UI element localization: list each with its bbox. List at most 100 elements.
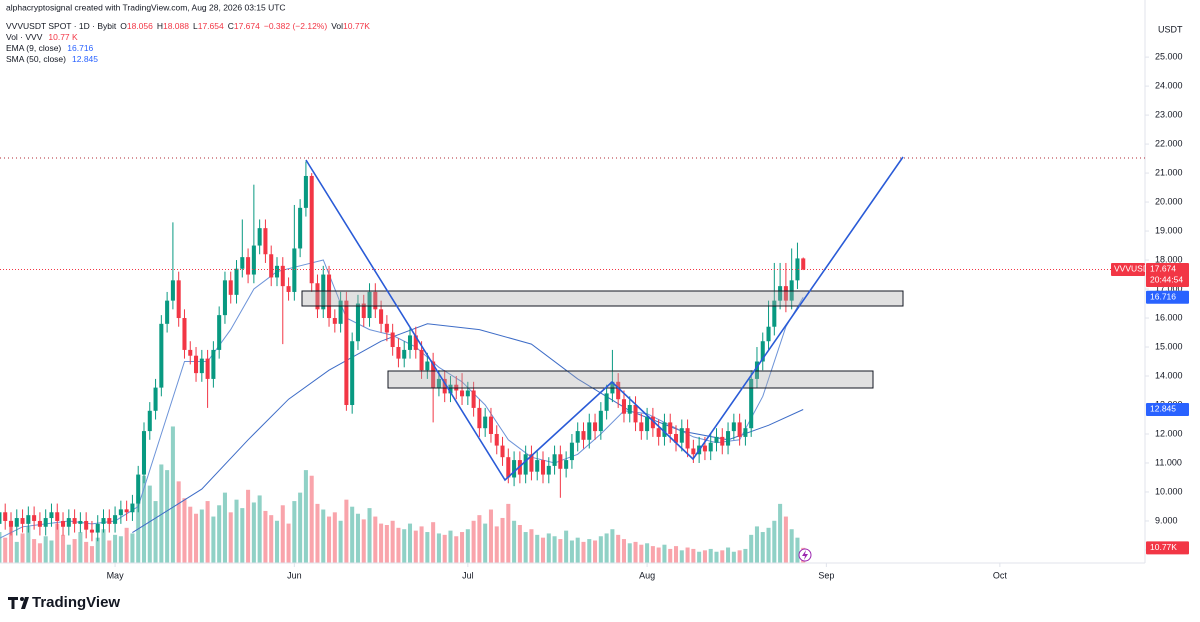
candle-body bbox=[182, 318, 187, 350]
volume-bar bbox=[390, 520, 395, 563]
volume-bar bbox=[500, 517, 505, 563]
candle-body bbox=[407, 335, 413, 350]
volume-bar bbox=[743, 548, 748, 563]
volume-bar bbox=[32, 539, 37, 563]
volume-tag bbox=[1146, 541, 1189, 555]
candle-body bbox=[222, 280, 227, 316]
volume-bar bbox=[431, 522, 436, 563]
volume-bar bbox=[274, 520, 280, 563]
candle-body bbox=[251, 245, 256, 275]
brand-name: TradingView bbox=[32, 594, 120, 611]
volume-bar bbox=[691, 548, 696, 563]
volume-bar bbox=[581, 541, 586, 563]
volume-bar bbox=[708, 548, 713, 563]
candle-body bbox=[668, 422, 673, 434]
candle-body bbox=[89, 529, 94, 533]
candle-body bbox=[315, 283, 320, 310]
candle-body bbox=[32, 515, 37, 521]
candle-body bbox=[101, 518, 106, 524]
candle-body bbox=[448, 384, 453, 394]
volume-bar bbox=[286, 523, 291, 563]
candle-body bbox=[14, 518, 19, 527]
volume-bar bbox=[419, 526, 424, 563]
candle-body bbox=[783, 286, 788, 301]
candle-body bbox=[344, 300, 349, 406]
volume-bar bbox=[558, 539, 563, 563]
volume-bar bbox=[714, 551, 719, 563]
volume-bar bbox=[436, 533, 441, 563]
y-tick-label: 18.000 bbox=[1155, 254, 1183, 264]
volume-bar bbox=[546, 533, 551, 563]
candle-body bbox=[604, 393, 609, 411]
volume-bar bbox=[778, 503, 783, 563]
volume-bar bbox=[298, 492, 303, 563]
volume-bar bbox=[731, 551, 736, 563]
volume-bar bbox=[477, 515, 482, 563]
candle-body bbox=[130, 503, 135, 513]
volume-value: 10.77K bbox=[343, 21, 370, 31]
volume-bar bbox=[280, 505, 285, 563]
volume-bar bbox=[627, 543, 632, 563]
candle-body bbox=[760, 341, 765, 362]
volume-bar bbox=[141, 475, 147, 563]
candle-body bbox=[737, 422, 742, 437]
volume-bar bbox=[170, 426, 175, 563]
candle-body bbox=[402, 349, 407, 359]
candle-body bbox=[564, 460, 569, 469]
candle-body bbox=[246, 257, 251, 275]
volume-bar bbox=[43, 536, 48, 563]
volume-bar bbox=[257, 495, 262, 563]
candle-body bbox=[84, 520, 89, 530]
volume-bar bbox=[616, 534, 621, 563]
candle-body bbox=[488, 416, 493, 434]
volume-bar bbox=[517, 524, 522, 563]
symbol-legend: VVVUSDT SPOT · 1D · Bybit O18.056 H18.088 L… bbox=[6, 21, 370, 31]
volume-bar bbox=[188, 506, 193, 563]
ohlc-value: 17.654 bbox=[198, 21, 224, 31]
y-tick-label: 9.000 bbox=[1155, 515, 1178, 525]
candle-body bbox=[176, 280, 181, 319]
candle-body bbox=[460, 390, 465, 397]
candle-body bbox=[20, 518, 25, 524]
volume-bar bbox=[789, 529, 794, 563]
volume-bar bbox=[465, 529, 470, 563]
candle-body bbox=[113, 515, 118, 524]
y-tick-label: 21.000 bbox=[1155, 167, 1183, 177]
candle-body bbox=[679, 428, 684, 443]
volume-bar bbox=[124, 527, 129, 563]
y-tick-label: 17.000 bbox=[1155, 283, 1183, 293]
volume-bar bbox=[78, 532, 83, 563]
plot-area bbox=[0, 161, 1145, 563]
candle-body bbox=[257, 228, 262, 246]
candle-body bbox=[332, 318, 337, 324]
volume-bar bbox=[130, 533, 135, 563]
volume-bar bbox=[454, 536, 459, 563]
volume-bar bbox=[26, 526, 31, 563]
y-tick-label: 16.000 bbox=[1155, 312, 1183, 322]
volume-bar bbox=[95, 537, 100, 563]
watermark: alphacryptosignal created with TradingVi… bbox=[6, 2, 286, 12]
volume-bar bbox=[460, 532, 465, 563]
volume-bar bbox=[621, 539, 626, 563]
candle-body bbox=[569, 442, 574, 461]
candle-body bbox=[778, 286, 783, 301]
candle-body bbox=[431, 361, 436, 388]
candle-body bbox=[494, 433, 499, 446]
y-tick-label: 19.000 bbox=[1155, 225, 1183, 235]
drawings bbox=[0, 156, 1145, 562]
candle-body bbox=[546, 465, 551, 475]
candle-body bbox=[500, 445, 505, 458]
volume-bar bbox=[159, 464, 164, 563]
volume-bar bbox=[205, 501, 210, 563]
volume-bar bbox=[552, 536, 557, 563]
candle-body bbox=[153, 387, 158, 411]
candle-body bbox=[627, 405, 632, 414]
candle-body bbox=[147, 410, 152, 432]
volume-bar bbox=[338, 520, 343, 563]
candle-body bbox=[673, 433, 679, 443]
volume-bar bbox=[20, 533, 25, 563]
candle-body bbox=[685, 428, 690, 449]
sma-legend: SMA (50, close) 12.845 bbox=[6, 54, 98, 64]
ema-legend: EMA (9, close) 16.716 bbox=[6, 43, 94, 53]
candle-body bbox=[593, 422, 598, 432]
